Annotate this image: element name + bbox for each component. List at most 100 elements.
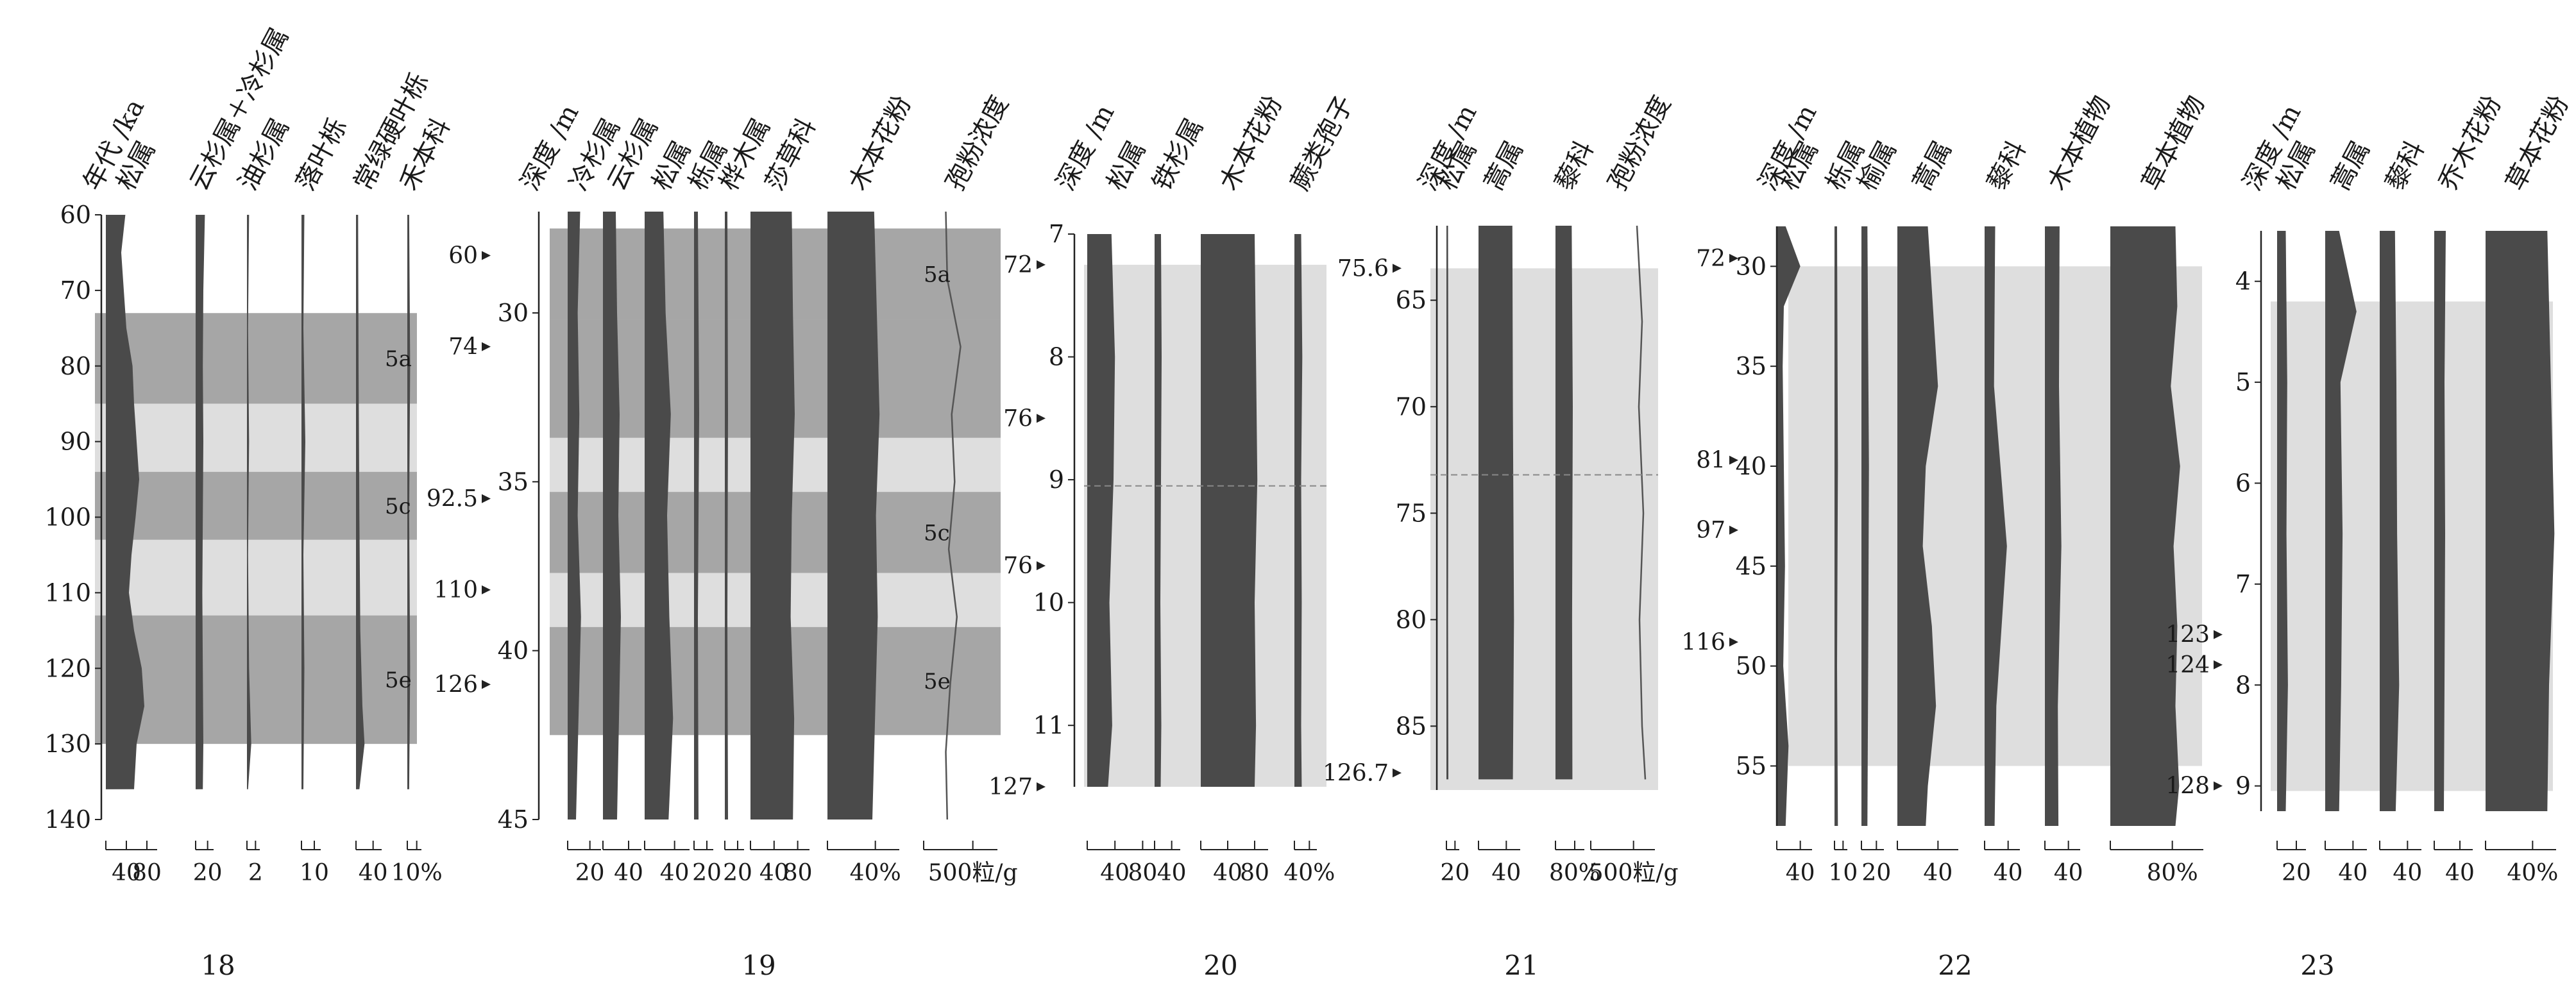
age-marker-label: 126.7 [1323, 760, 1389, 786]
series-area [1446, 226, 1448, 780]
scale-tick-label: 40% [2507, 860, 2558, 886]
series-area [301, 215, 305, 789]
scale-tick-label: 40 [1213, 860, 1242, 886]
depth-tick-label: 55 [1736, 752, 1767, 780]
scale-tick-label: 40 [2393, 860, 2422, 886]
depth-tick-label: 50 [1736, 652, 1767, 680]
series-area [1777, 226, 1801, 826]
series-area [645, 212, 674, 820]
depth-tick-label: 40 [1736, 452, 1767, 480]
series-area [2380, 231, 2400, 811]
depth-tick-label: 7 [1049, 220, 1064, 248]
series-area [1479, 226, 1514, 780]
depth-tick-label: 45 [498, 805, 529, 834]
scale-tick-label: 80 [132, 860, 162, 886]
depth-tick-label: 85 [1396, 712, 1427, 740]
age-marker-label: 123 [2165, 622, 2210, 648]
age-marker-label: 92.5 [427, 486, 478, 512]
series-area [725, 212, 728, 820]
age-marker-arrow [482, 585, 491, 594]
depth-tick-label: 100 [44, 503, 91, 532]
age-marker-label: 124 [2165, 652, 2210, 678]
depth-tick-label: 30 [1736, 252, 1767, 280]
age-marker-arrow [1729, 455, 1738, 465]
zone-label: 5c [385, 494, 411, 519]
depth-tick-label: 8 [2235, 671, 2251, 699]
series-area [2434, 231, 2446, 811]
depth-tick-label: 7 [2235, 570, 2251, 598]
depth-tick-label: 9 [1049, 466, 1064, 494]
age-marker-arrow [1729, 525, 1738, 535]
series-area [827, 212, 880, 820]
age-marker-label: 127 [988, 774, 1033, 800]
series-area [407, 215, 411, 789]
series-area [1201, 234, 1258, 787]
panel-number: 18 [201, 950, 235, 981]
age-marker-label: 60 [448, 242, 478, 269]
age-marker-arrow [2214, 781, 2223, 791]
panel-number: 21 [1504, 950, 1538, 981]
age-marker-label: 75.6 [1337, 255, 1389, 282]
series-area [2325, 231, 2357, 811]
series-area [1897, 226, 1938, 826]
series-area [196, 215, 205, 789]
depth-tick-label: 70 [60, 276, 91, 305]
age-marker-arrow [1393, 768, 1402, 778]
zone-band [1430, 268, 1658, 790]
age-marker-arrow [1037, 782, 1046, 791]
age-marker-arrow [2214, 630, 2223, 639]
age-marker-label: 74 [448, 334, 478, 360]
scale-tick-label: 40% [850, 860, 901, 886]
scale-tick-label: 20 [575, 860, 605, 886]
depth-tick-label: 40 [498, 637, 529, 665]
series-area [1861, 226, 1869, 826]
age-marker-arrow [1729, 637, 1738, 647]
depth-tick-label: 140 [44, 805, 91, 834]
age-marker-arrow [1729, 253, 1738, 263]
depth-tick-label: 75 [1396, 499, 1427, 527]
age-marker-arrow [1037, 414, 1046, 423]
scale-tick-label: 20 [193, 860, 223, 886]
zone-band [95, 539, 417, 616]
age-marker-label: 97 [1696, 517, 1725, 544]
scale-tick-label: 20 [2282, 860, 2311, 886]
depth-tick-label: 65 [1396, 286, 1427, 314]
scale-tick-label: 20 [1861, 860, 1891, 886]
scale-tick-label: 10 [300, 860, 329, 886]
series-area [356, 215, 365, 789]
zone-band [95, 615, 417, 744]
series-area [568, 212, 581, 820]
age-marker-arrow [482, 251, 491, 260]
zone-band [95, 471, 417, 540]
series-line [1636, 225, 1647, 780]
age-marker-label: 81 [1696, 448, 1725, 474]
series-area [750, 212, 795, 820]
scale-tick-label: 40 [1157, 860, 1187, 886]
series-area [1985, 226, 2007, 826]
zone-label: 5a [385, 346, 412, 372]
age-marker-label: 126 [434, 671, 478, 698]
age-marker-arrow [482, 494, 491, 503]
depth-tick-label: 130 [44, 730, 91, 758]
scale-tick-label: 40 [614, 860, 643, 886]
scale-tick-label: 40 [2054, 860, 2083, 886]
depth-tick-label: 10 [1033, 589, 1064, 617]
depth-tick-label: 4 [2235, 267, 2251, 296]
age-marker-label: 110 [434, 577, 478, 603]
scale-tick-label: 40 [2338, 860, 2368, 886]
depth-tick-label: 70 [1396, 392, 1427, 421]
series-area [694, 212, 699, 820]
panel-number: 23 [2300, 950, 2334, 981]
scale-tick-label: 2 [248, 860, 263, 886]
scale-tick-label: 80% [1549, 860, 1600, 886]
series-area [2045, 226, 2062, 826]
series-area [2277, 231, 2288, 811]
depth-tick-label: 45 [1736, 552, 1767, 580]
scale-tick-label: 40% [1284, 860, 1335, 886]
depth-tick-label: 120 [44, 654, 91, 682]
series-area [2486, 231, 2555, 811]
scale-tick-label: 40 [1491, 860, 1521, 886]
scale-tick-label: 40 [759, 860, 789, 886]
scale-tick-label: 40 [1994, 860, 2023, 886]
